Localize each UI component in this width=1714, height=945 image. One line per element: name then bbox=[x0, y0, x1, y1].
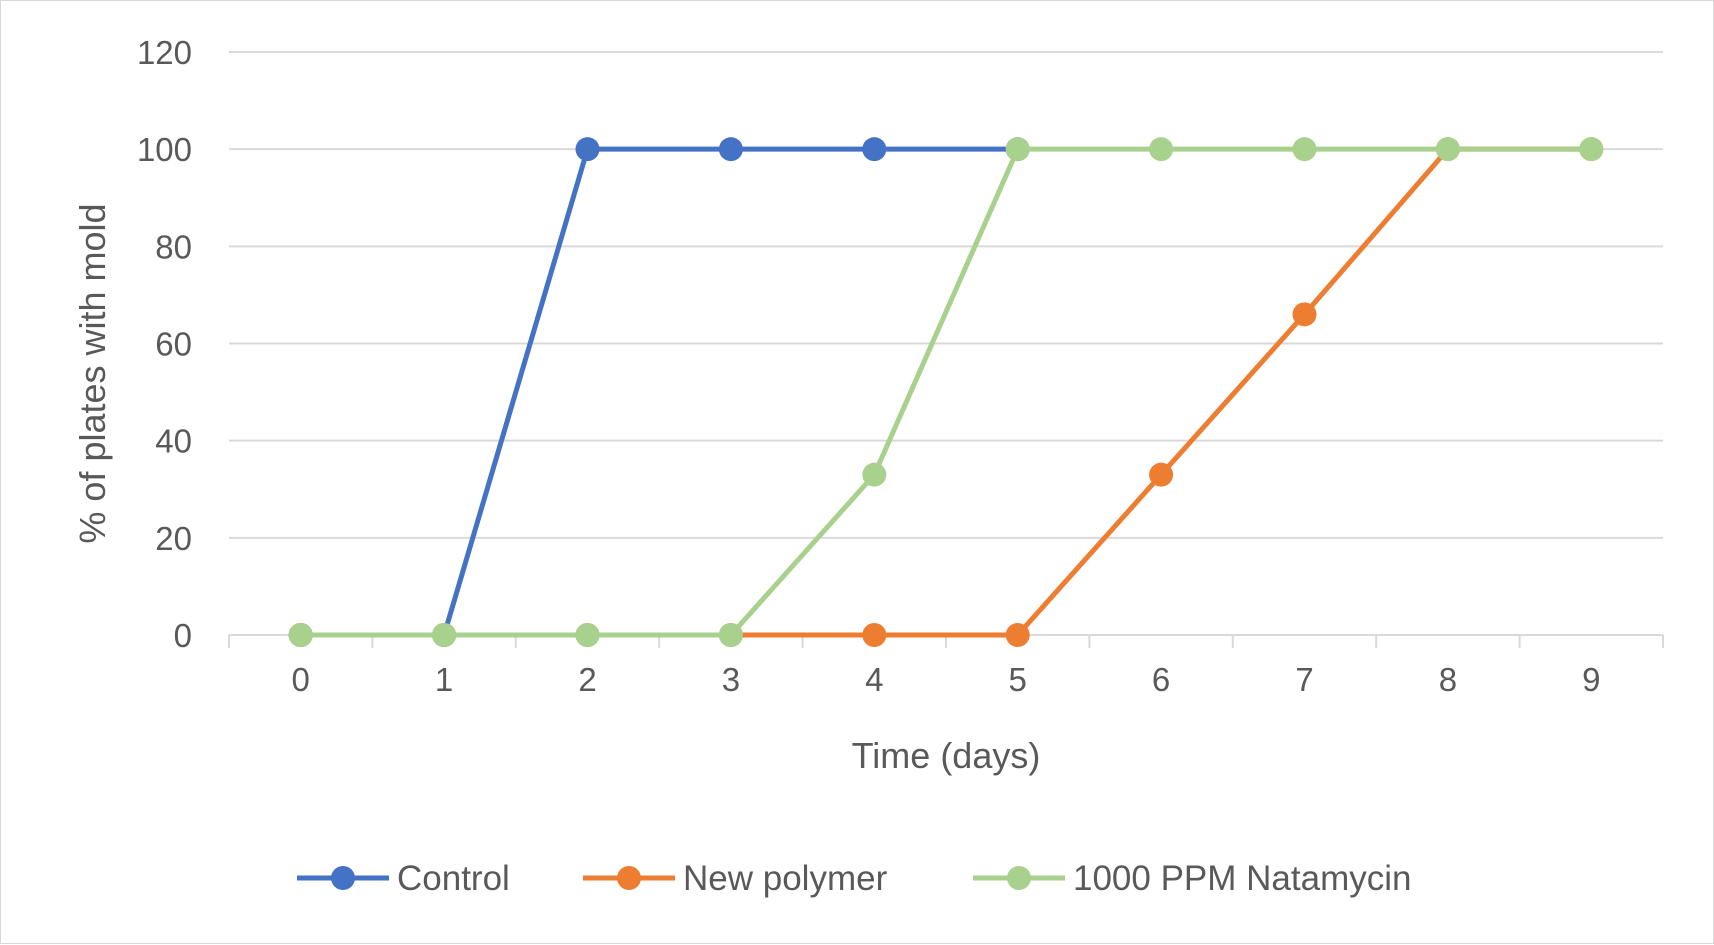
data-point bbox=[288, 623, 313, 647]
data-point bbox=[1579, 137, 1604, 162]
y-tick-label: 80 bbox=[155, 228, 192, 265]
x-tick-label: 1 bbox=[435, 661, 453, 698]
y-tick-label: 60 bbox=[155, 326, 192, 363]
legend-marker bbox=[1007, 866, 1031, 890]
y-tick-label: 40 bbox=[155, 423, 192, 460]
gridlines bbox=[229, 51, 1663, 539]
x-axis-title: Time (days) bbox=[852, 735, 1041, 776]
data-point bbox=[1149, 137, 1174, 162]
data-point bbox=[432, 623, 457, 647]
legend-label: 1000 PPM Natamycin bbox=[1073, 859, 1411, 898]
data-point bbox=[718, 623, 743, 647]
x-tick-label: 2 bbox=[578, 661, 596, 698]
legend-item: 1000 PPM Natamycin bbox=[973, 859, 1411, 898]
x-tick-label: 8 bbox=[1439, 661, 1457, 698]
legend-item: New polymer bbox=[583, 859, 888, 898]
x-tick-label: 3 bbox=[722, 661, 740, 698]
x-tick-label: 6 bbox=[1152, 661, 1170, 698]
data-point bbox=[575, 137, 600, 162]
x-axis-tick-labels: 0 1 2 3 4 5 6 7 8 9 bbox=[292, 661, 1601, 698]
x-tick-label: 4 bbox=[865, 661, 883, 698]
data-point bbox=[862, 462, 887, 487]
x-tick-label: 0 bbox=[292, 661, 310, 698]
series-lines bbox=[288, 137, 1604, 647]
series-new-polymer bbox=[288, 137, 1604, 647]
data-point bbox=[1292, 137, 1317, 162]
data-point bbox=[1149, 462, 1174, 487]
data-point bbox=[862, 137, 887, 162]
legend-label: Control bbox=[397, 859, 510, 898]
y-tick-label: 20 bbox=[155, 520, 192, 557]
legend: Control New polymer 1000 PPM Natamycin bbox=[297, 859, 1411, 898]
y-tick-label: 100 bbox=[137, 131, 192, 168]
x-tick-label: 5 bbox=[1009, 661, 1027, 698]
data-point bbox=[575, 623, 600, 647]
x-tick-label: 9 bbox=[1582, 661, 1600, 698]
series-line bbox=[300, 146, 1592, 638]
data-point bbox=[1005, 137, 1030, 162]
y-tick-label: 120 bbox=[137, 34, 192, 71]
y-axis-tick-labels: 0 20 40 60 80 100 120 bbox=[137, 34, 192, 654]
x-tick-label: 7 bbox=[1295, 661, 1313, 698]
data-point bbox=[1292, 302, 1317, 327]
data-point bbox=[862, 623, 887, 647]
data-point bbox=[1005, 623, 1030, 647]
data-point bbox=[718, 137, 743, 162]
y-tick-label: 0 bbox=[174, 617, 192, 654]
legend-item: Control bbox=[297, 859, 510, 898]
y-axis-title: % of plates with mold bbox=[72, 203, 113, 543]
series-control bbox=[288, 137, 1030, 647]
series-line bbox=[300, 146, 1592, 638]
legend-marker bbox=[331, 866, 355, 890]
legend-label: New polymer bbox=[683, 859, 888, 898]
series-1000-ppm-natamycin bbox=[288, 137, 1604, 647]
legend-marker bbox=[617, 866, 641, 890]
data-point bbox=[1435, 137, 1460, 162]
